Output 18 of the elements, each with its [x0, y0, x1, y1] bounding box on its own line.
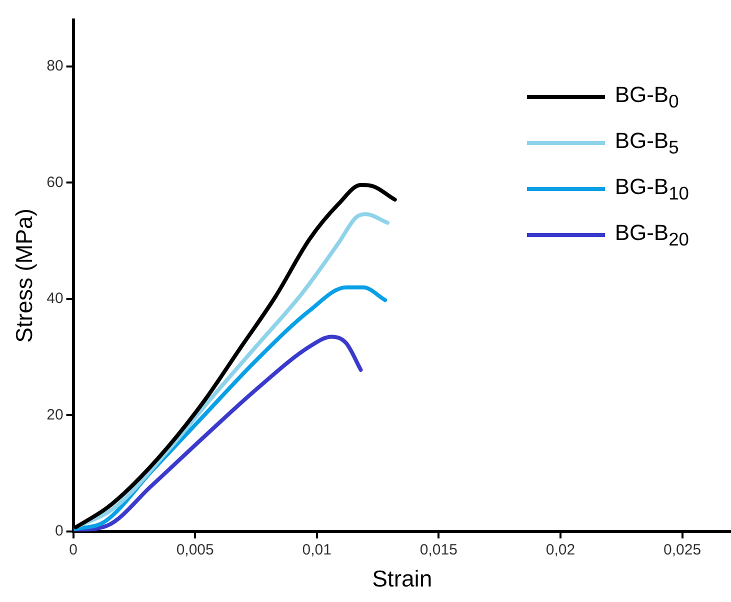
legend-label: BG-B$_{5}$ — [614, 128, 679, 158]
y-tick-label: 0 — [54, 522, 64, 540]
y-tick-label: 80 — [46, 58, 64, 75]
y-tick-label: 20 — [46, 406, 64, 424]
x-axis-title: Strain — [372, 566, 432, 592]
x-tick-label: 0,025 — [664, 542, 702, 559]
x-tick-label: 0,005 — [176, 542, 214, 559]
y-axis-title: Stress (MPa) — [11, 208, 38, 343]
legend-label: BG-B$_{10}$ — [614, 174, 689, 204]
x-tick-label: 0 — [69, 542, 78, 559]
y-tick-label: 60 — [46, 174, 64, 191]
line-series — [74, 334, 363, 532]
x-tick-label: 0,02 — [546, 542, 576, 559]
legend-label: BG-B$_{0}$ — [614, 82, 679, 112]
x-tick-label: 0,01 — [302, 542, 332, 559]
legend-label: BG-B$_{20}$ — [614, 220, 689, 250]
y-tick-label: 40 — [46, 290, 64, 308]
x-tick-label: 0,015 — [420, 542, 458, 559]
